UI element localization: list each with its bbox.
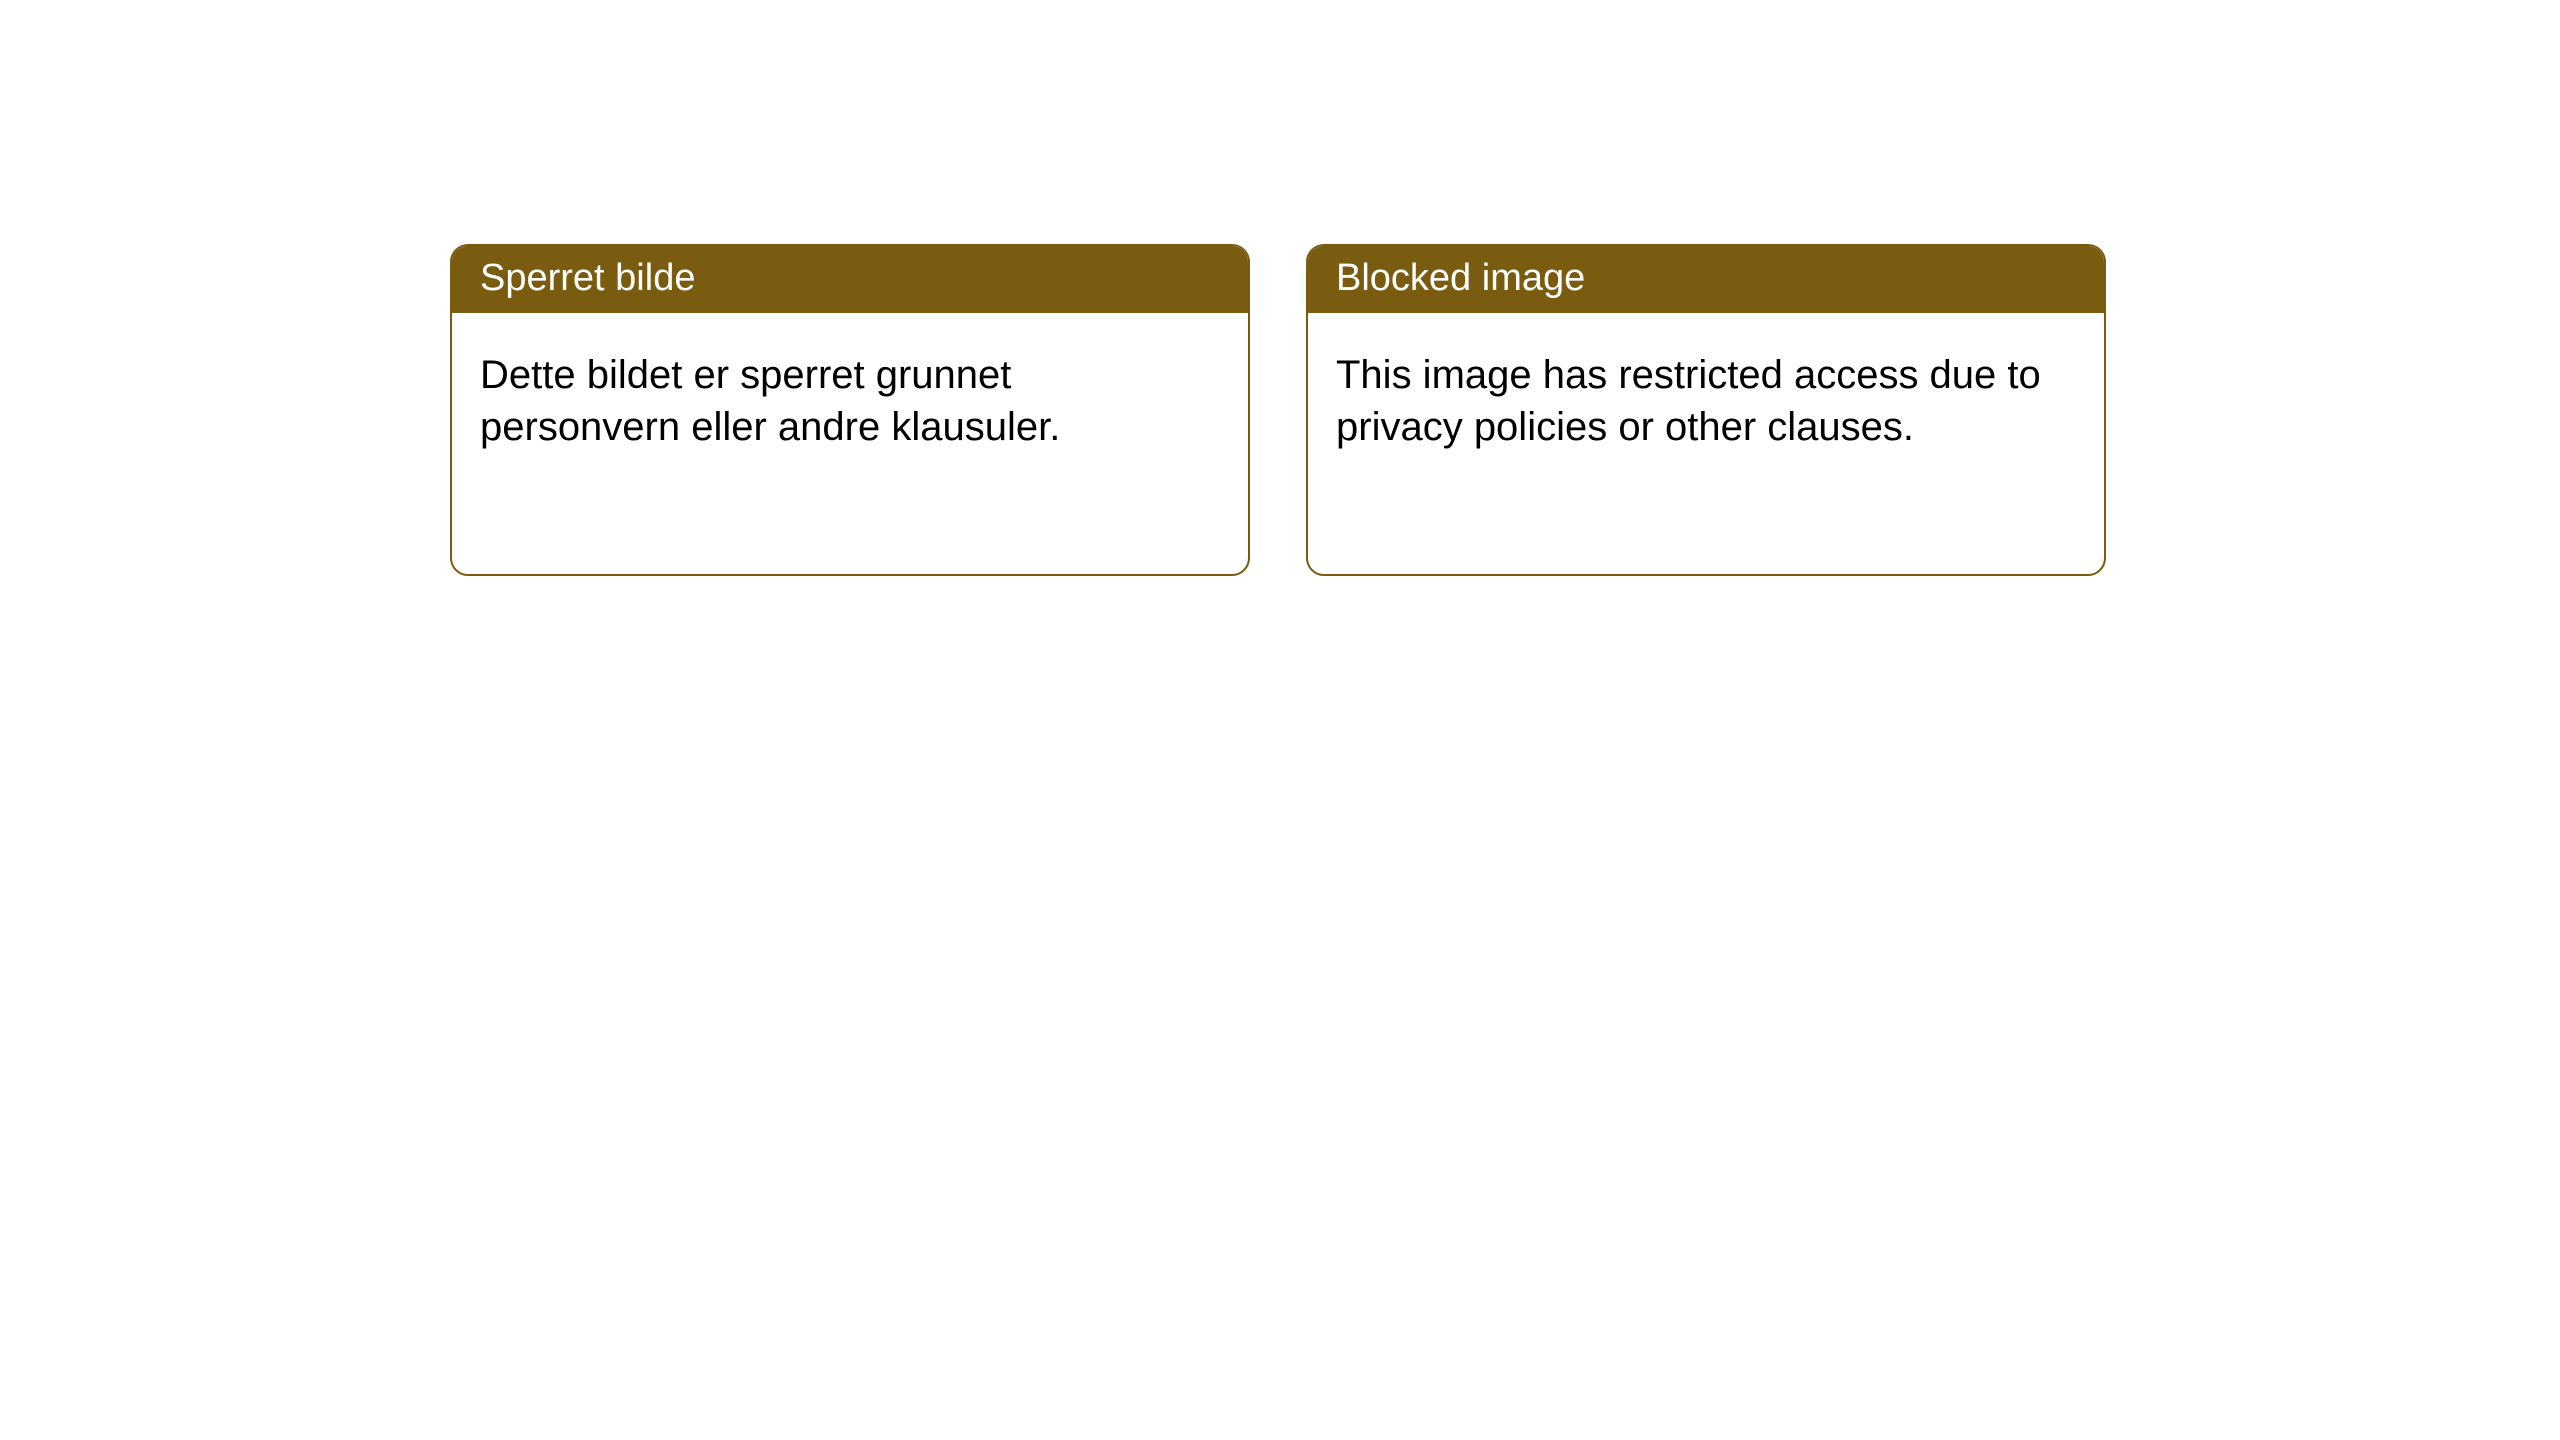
notice-card-english: Blocked image This image has restricted … (1306, 244, 2106, 576)
notice-body: This image has restricted access due to … (1308, 313, 2104, 489)
notice-body: Dette bildet er sperret grunnet personve… (452, 313, 1248, 489)
notice-container: Sperret bilde Dette bildet er sperret gr… (450, 244, 2106, 576)
notice-header: Sperret bilde (452, 246, 1248, 313)
notice-header: Blocked image (1308, 246, 2104, 313)
notice-card-norwegian: Sperret bilde Dette bildet er sperret gr… (450, 244, 1250, 576)
